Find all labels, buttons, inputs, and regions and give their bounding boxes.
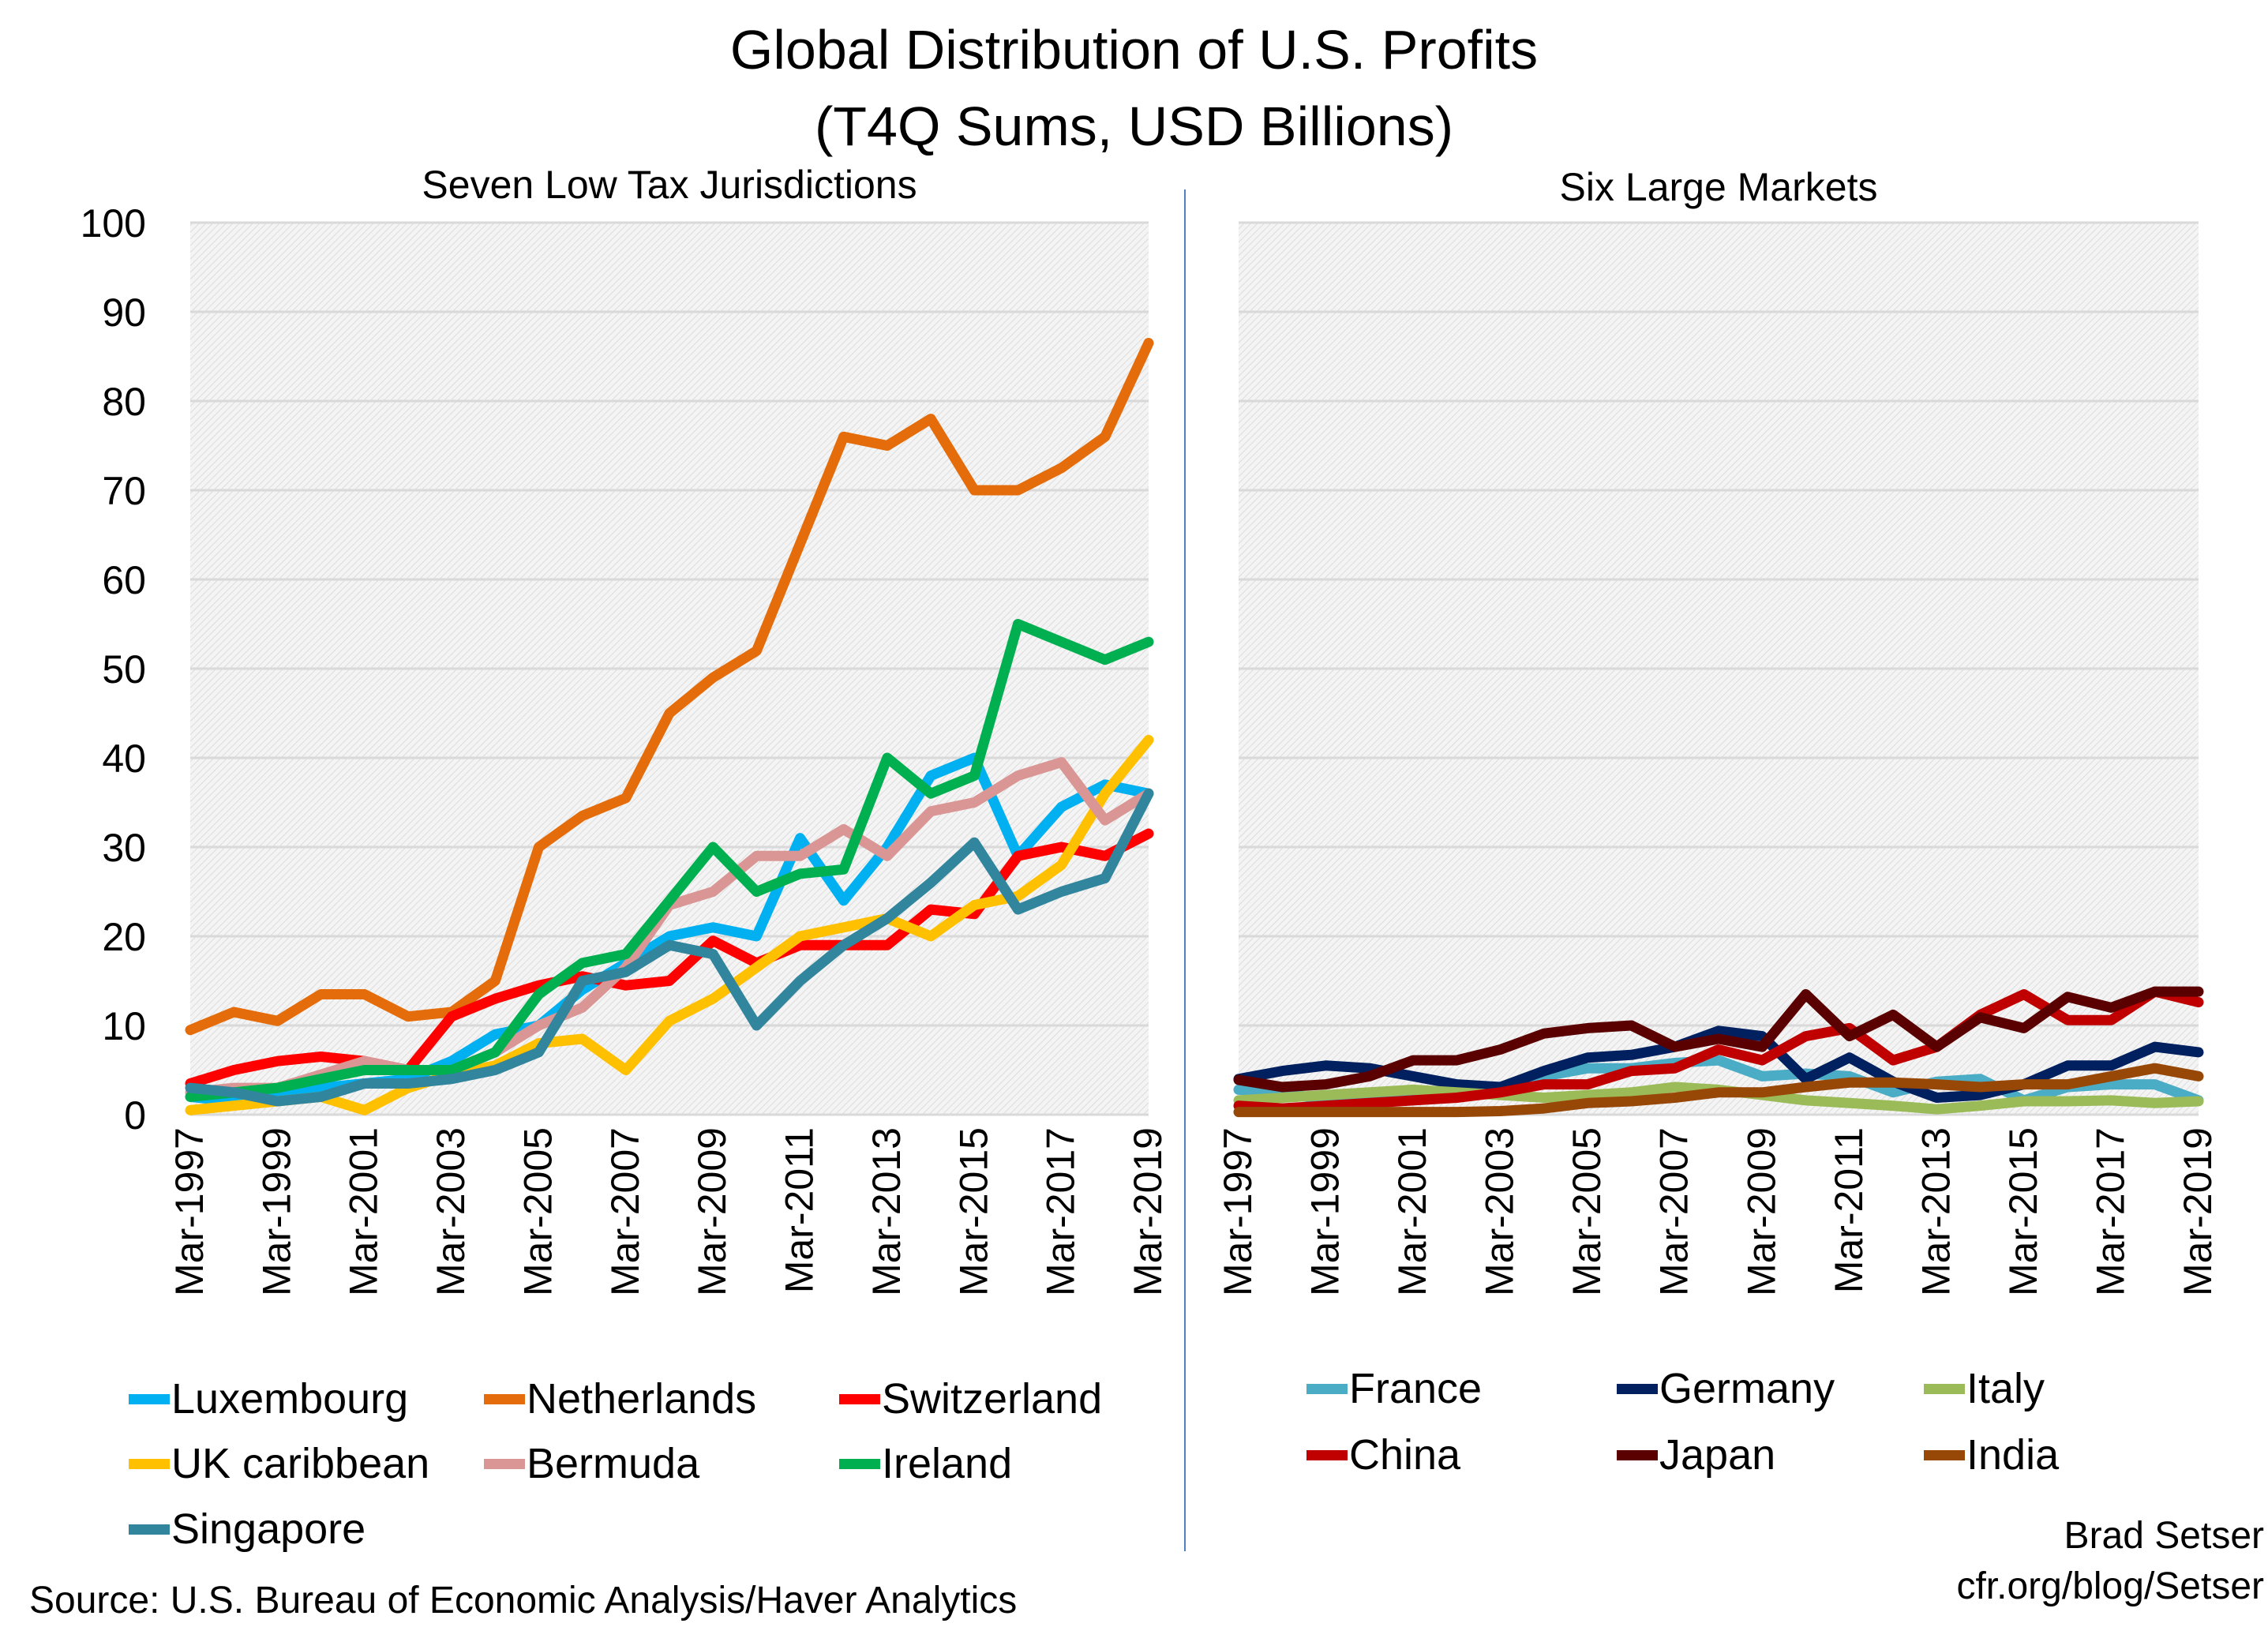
- charts-canvas: 0 10 20 30 40 50 60 70 80 90 100 Mar-1997 Mar-1999 Ma…: [81, 201, 2220, 1296]
- left-x-tick-label: Mar-2003: [429, 1127, 473, 1296]
- y-tick-label: 40: [102, 737, 146, 781]
- legend-item: Switzerland: [839, 1374, 1102, 1423]
- chart-subtitle: (T4Q Sums, USD Billions): [814, 96, 1454, 157]
- legend-item: Netherlands: [484, 1374, 756, 1423]
- right-x-tick-label: Mar-1997: [1216, 1127, 1260, 1296]
- y-tick-label: 70: [102, 469, 146, 513]
- legend-item: Singapore: [129, 1505, 366, 1554]
- legend-label: Japan: [1659, 1431, 1776, 1479]
- right-x-tick-label: Mar-2003: [1478, 1127, 1522, 1296]
- series-line-singapore: [185, 788, 1154, 1107]
- legend-swatch: [1924, 1449, 1965, 1460]
- legend-item: Ireland: [839, 1439, 1012, 1488]
- legend-swatch: [839, 1458, 880, 1469]
- left-x-tick-label: Mar-1999: [254, 1127, 298, 1296]
- left-x-tick-label: Mar-2017: [1039, 1127, 1083, 1296]
- left-x-tick-label: Mar-2015: [951, 1127, 995, 1296]
- legend-swatch: [1617, 1449, 1658, 1460]
- legend-label: France: [1349, 1365, 1483, 1412]
- legend-item: Luxembourg: [129, 1374, 408, 1423]
- right-x-tick-label: Mar-2005: [1565, 1127, 1609, 1296]
- y-tick-label: 20: [102, 915, 146, 959]
- legend-label: Netherlands: [527, 1375, 757, 1423]
- series-line-uk-caribbean: [185, 734, 1154, 1115]
- series-line-netherlands: [185, 338, 1154, 1036]
- left-panel-title: Seven Low Tax Jurisdictions: [422, 163, 917, 207]
- left-x-tick-label: Mar-2013: [864, 1127, 909, 1296]
- legend-label: Luxembourg: [171, 1375, 409, 1423]
- legend-item: India: [1924, 1430, 2059, 1479]
- legend-label: Switzerland: [882, 1375, 1103, 1423]
- chart-title: Global Distribution of U.S. Profits: [729, 19, 1539, 81]
- series-line-switzerland: [185, 828, 1154, 1089]
- legend-item: Germany: [1617, 1364, 1835, 1413]
- legend-label: Ireland: [882, 1440, 1013, 1487]
- legend-item: Bermuda: [484, 1439, 699, 1488]
- legend-swatch: [129, 1524, 170, 1535]
- legend-label: Singapore: [171, 1505, 366, 1553]
- left-x-tick-label: Mar-1997: [167, 1127, 212, 1296]
- legend-swatch: [1306, 1383, 1348, 1394]
- y-tick-label: 0: [124, 1093, 146, 1138]
- right-x-tick-label: Mar-2009: [1739, 1127, 1783, 1296]
- legend-label: Germany: [1659, 1365, 1835, 1412]
- y-tick-label: 30: [102, 826, 146, 870]
- left-x-tick-label: Mar-2011: [778, 1127, 822, 1293]
- legend-swatch: [129, 1393, 170, 1404]
- legend-label: UK caribbean: [171, 1440, 430, 1487]
- y-tick-label: 50: [102, 647, 146, 692]
- legend-swatch: [484, 1458, 525, 1469]
- y-tick-label: 90: [102, 291, 146, 335]
- source-note: Source: U.S. Bureau of Economic Analysis…: [29, 1580, 1018, 1621]
- series-line-china: [1233, 986, 2204, 1114]
- left-x-tick-label: Mar-2005: [515, 1127, 560, 1296]
- y-tick-label: 100: [81, 201, 146, 246]
- legend-swatch: [129, 1458, 170, 1469]
- legend-swatch: [1924, 1383, 1965, 1394]
- left-x-tick-label: Mar-2009: [690, 1127, 734, 1296]
- author-name: Brad Setser: [2064, 1515, 2264, 1557]
- right-x-tick-label: Mar-2011: [1827, 1127, 1871, 1293]
- legend-item: China: [1306, 1430, 1460, 1479]
- right-x-tick-label: Mar-2015: [2001, 1127, 2045, 1296]
- legend-label: China: [1349, 1431, 1461, 1479]
- right-x-tick-label: Mar-2017: [2088, 1127, 2132, 1296]
- right-x-tick-label: Mar-2019: [2176, 1127, 2220, 1296]
- series-line-japan: [1233, 986, 2204, 1093]
- y-tick-label: 10: [102, 1004, 146, 1048]
- right-x-tick-label: Mar-2007: [1652, 1127, 1696, 1296]
- right-panel-title: Six Large Markets: [1559, 165, 1878, 209]
- left-x-tick-label: Mar-2007: [603, 1127, 647, 1296]
- y-tick-label: 60: [102, 558, 146, 602]
- series-line-india: [1233, 1063, 2204, 1118]
- legend-label: India: [1966, 1431, 2060, 1479]
- panel-divider: [1184, 189, 1186, 1551]
- blog-url: cfr.org/blog/Setser: [1956, 1565, 2264, 1607]
- series-line-germany: [1233, 1025, 2204, 1103]
- right-x-tick-label: Mar-2001: [1390, 1127, 1434, 1296]
- right-x-tick-label: Mar-2013: [1914, 1127, 1958, 1296]
- series-line-ireland: [185, 619, 1154, 1102]
- legend-item: Japan: [1617, 1430, 1775, 1479]
- legend-swatch: [1306, 1449, 1348, 1460]
- legend-label: Bermuda: [527, 1440, 700, 1487]
- right-x-tick-label: Mar-1999: [1303, 1127, 1348, 1296]
- left-x-tick-label: Mar-2019: [1126, 1127, 1170, 1296]
- y-tick-label: 80: [102, 380, 146, 424]
- legend-item: Italy: [1924, 1364, 2045, 1413]
- legend-item: UK caribbean: [129, 1439, 429, 1488]
- left-x-tick-label: Mar-2001: [342, 1127, 386, 1296]
- legend-item: France: [1306, 1364, 1482, 1413]
- legend-swatch: [1617, 1383, 1658, 1394]
- legend-swatch: [839, 1393, 880, 1404]
- legend-label: Italy: [1966, 1365, 2045, 1412]
- legend-swatch: [484, 1393, 525, 1404]
